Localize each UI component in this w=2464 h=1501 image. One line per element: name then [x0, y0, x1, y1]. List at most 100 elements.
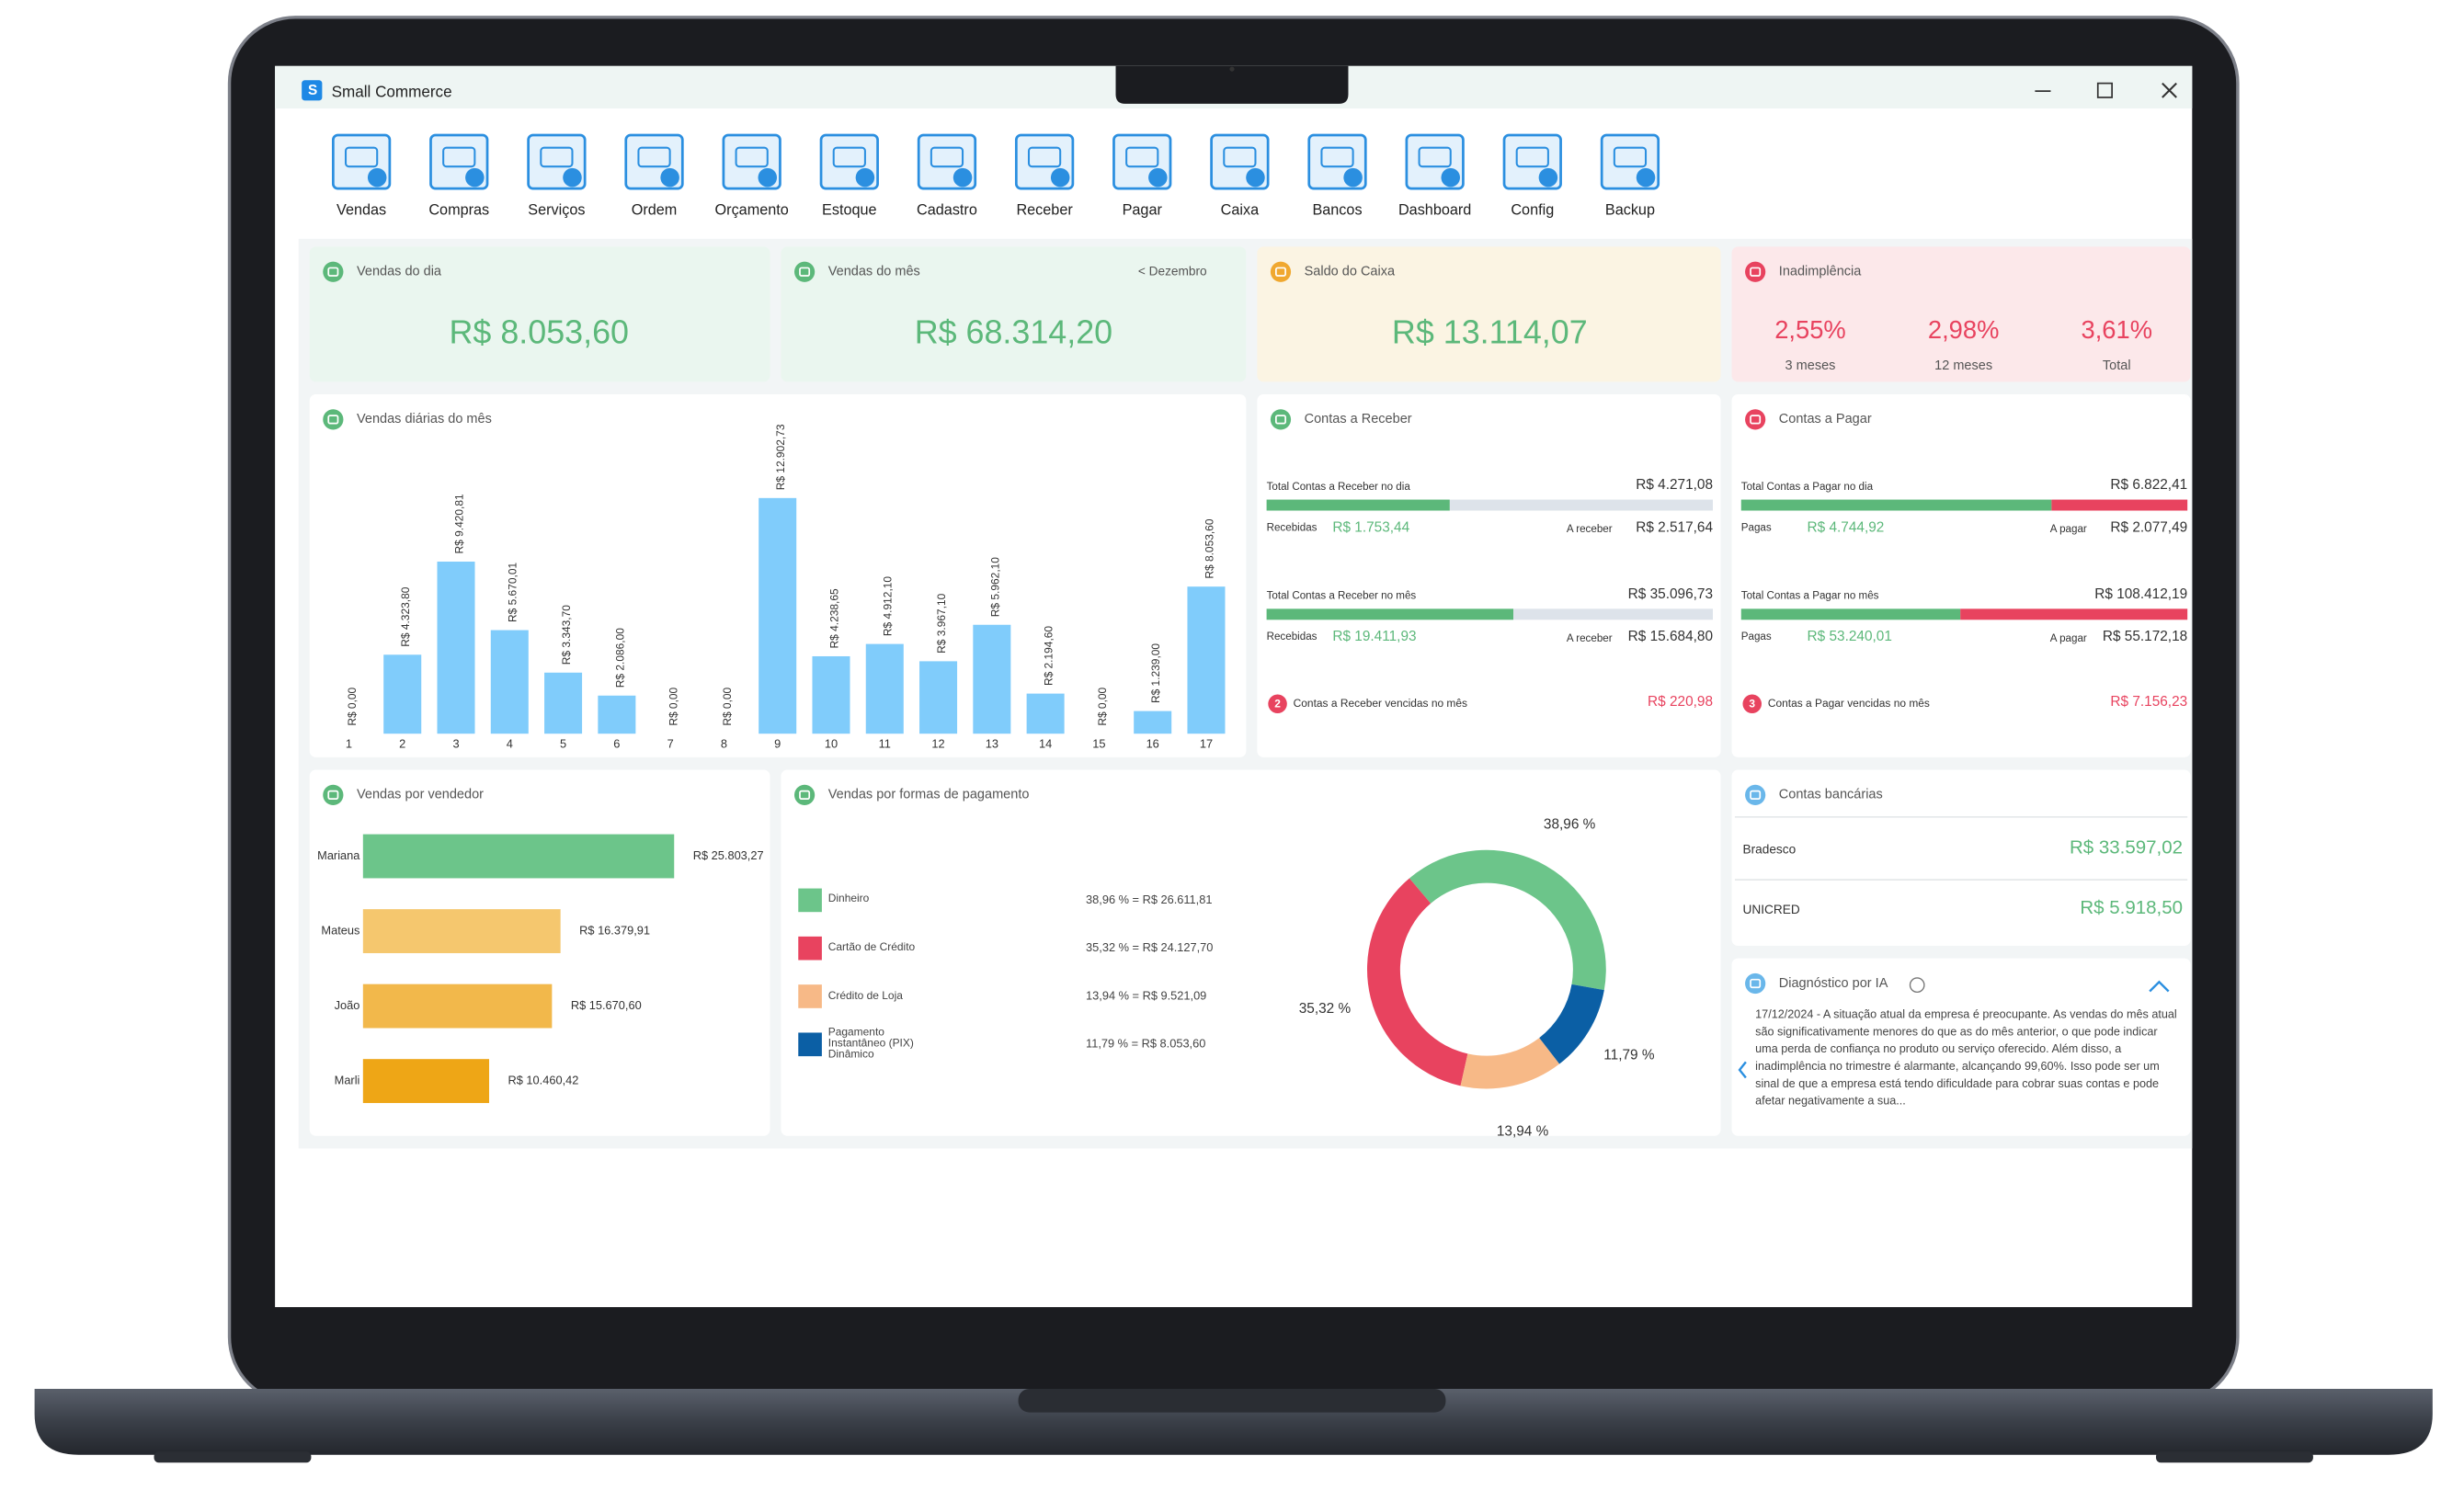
toolbar-button[interactable]: Backup [1600, 133, 1660, 218]
toolbar-button[interactable]: Compras [428, 133, 489, 218]
overdue-label: Contas a Receber vencidas no mês [1294, 697, 1467, 710]
toolbar-button[interactable]: Estoque [819, 133, 879, 218]
toolbar-label: Config [1511, 201, 1554, 218]
toolbar-icon-detail [1441, 167, 1461, 188]
card-icon-glyph [1750, 415, 1762, 425]
card-icon [1745, 409, 1766, 430]
card [1257, 246, 1721, 382]
toolbar-button[interactable]: Receber [1014, 133, 1075, 218]
toolbar-label: Caixa [1221, 201, 1260, 218]
account-open-value: R$ 15.684,80 [1628, 629, 1713, 644]
toolbar-icon-detail [953, 167, 973, 188]
bar-value-label: R$ 2.086,00 [613, 628, 626, 688]
card-icon-glyph [1750, 267, 1762, 277]
maximize-button[interactable] [2096, 82, 2113, 98]
account-done-value: R$ 4.744,92 [1808, 519, 1885, 535]
toolbar-button[interactable]: Serviços [527, 133, 587, 218]
card [1731, 394, 2191, 757]
ai-diagnosis-text: 17/12/2024 - A situação atual da empresa… [1755, 1006, 2177, 1108]
bank-name: Bradesco [1742, 842, 1796, 856]
toolbar-icon-detail [1343, 167, 1363, 188]
toolbar-icon-detail [1125, 146, 1159, 168]
account-total: R$ 4.271,08 [1636, 477, 1713, 493]
toolbar-label: Cadastro [917, 201, 977, 218]
toolbar-icon-detail [1050, 167, 1070, 188]
bar-category-label: Marli [335, 1074, 360, 1087]
toolbar-button[interactable]: Cadastro [917, 133, 977, 218]
card-icon-glyph [1275, 267, 1286, 277]
default-rate-value: 2,55% [1774, 315, 1846, 344]
kpi-value: R$ 13.114,07 [1392, 314, 1588, 351]
legend-label: Dinheiro [827, 894, 870, 906]
account-open-name: A pagar [2050, 632, 2087, 644]
legend-label-box: Cartão de Crédito [828, 942, 915, 953]
donut-segment [1460, 1038, 1560, 1089]
x-tick-label: 7 [667, 737, 674, 751]
x-tick-label: 5 [560, 737, 566, 751]
progress-open [1449, 499, 1714, 511]
card-icon-glyph [799, 267, 811, 277]
toolbar-icon-detail [930, 146, 964, 168]
close-button[interactable] [2162, 82, 2177, 98]
bank-balance: R$ 33.597,02 [2070, 836, 2183, 858]
card-icon [1270, 261, 1292, 282]
toolbar-icon-detail [1148, 167, 1168, 188]
account-done-name: Pagas [1741, 631, 1772, 642]
kpi-value: R$ 68.314,20 [915, 314, 1112, 351]
bar-value-label: R$ 10.460,42 [508, 1074, 579, 1087]
default-rate-period: 12 meses [1934, 358, 1992, 373]
camera-notch [1115, 65, 1349, 104]
legend-swatch [798, 984, 822, 1008]
previous-button[interactable] [1738, 1061, 1747, 1079]
x-tick-label: 12 [931, 737, 944, 751]
card [1731, 769, 2191, 946]
donut-segment [1539, 984, 1604, 1064]
x-tick-label: 3 [452, 737, 459, 751]
card-title: Saldo do Caixa [1305, 265, 1396, 279]
legend-label: Pagamento Instantâneo (PIX) Dinâmico [827, 1027, 914, 1062]
overdue-count: 2 [1274, 698, 1281, 711]
card-title: Contas bancárias [1779, 788, 1883, 802]
x-tick-label: 9 [774, 737, 781, 751]
toolbar-label: Estoque [822, 201, 877, 218]
bar-value-label: R$ 25.803,27 [693, 848, 764, 862]
toolbar-button[interactable]: Pagar [1112, 133, 1172, 218]
card-title: Inadimplência [1779, 265, 1862, 279]
card-title: Vendas por formas de pagamento [828, 788, 1030, 802]
toolbar-icon-detail [855, 167, 875, 188]
bar-category-label: Mariana [317, 848, 360, 862]
laptop-foot [2156, 1451, 2313, 1463]
toolbar-button[interactable]: Ordem [624, 133, 684, 218]
card-title: Contas a Receber [1305, 412, 1412, 426]
account-done-value: R$ 19.411,93 [1332, 629, 1416, 644]
toolbar-icon-detail [735, 146, 769, 168]
collapse-button[interactable] [2149, 980, 2170, 993]
month-selector[interactable]: < Dezembro [1138, 264, 1207, 278]
toolbar-button[interactable]: Orçamento [715, 133, 789, 218]
laptop-hinge-notch [1018, 1388, 1446, 1413]
toolbar-button[interactable]: Caixa [1210, 133, 1270, 218]
toolbar-button[interactable]: Vendas [331, 133, 392, 218]
bar-value-label: R$ 12.902,73 [774, 424, 787, 490]
toolbar-label: Receber [1016, 201, 1073, 218]
bar [383, 654, 422, 734]
account-row-label: Total Contas a Pagar no mês [1741, 590, 1879, 602]
account-total: R$ 108.412,19 [2094, 586, 2187, 602]
progress-open [1960, 608, 2188, 620]
overdue-count: 3 [1749, 698, 1755, 711]
toolbar-label: Ordem [632, 201, 678, 218]
kpi-value: R$ 8.053,60 [450, 314, 629, 351]
bar [362, 834, 675, 879]
toolbar-icon-detail [1223, 146, 1257, 168]
toolbar-icon-detail [563, 167, 582, 188]
overdue-badge [1268, 694, 1287, 713]
account-open-name: A receber [1567, 632, 1613, 644]
toolbar-button[interactable]: Bancos [1307, 133, 1367, 218]
account-total: R$ 6.822,41 [2110, 477, 2187, 493]
toolbar-button[interactable]: Dashboard [1398, 133, 1471, 218]
card-title: Vendas do mês [828, 265, 920, 279]
toolbar-button[interactable]: Config [1502, 133, 1562, 218]
bar [759, 497, 797, 734]
ai-diagnosis-text-box: 17/12/2024 - A situação atual da empresa… [1755, 1006, 2177, 1108]
card-icon-glyph [1750, 978, 1762, 989]
